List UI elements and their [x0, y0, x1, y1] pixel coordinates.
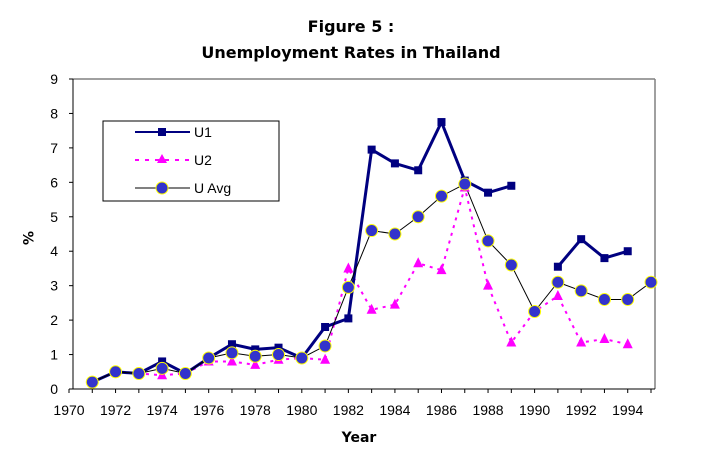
y-tick-label: 9: [50, 71, 58, 87]
x-tick-label: 1982: [333, 402, 364, 418]
u1-marker: [600, 254, 609, 263]
y-tick-label: 1: [50, 347, 58, 363]
u2-marker: [226, 355, 237, 366]
u2-marker: [389, 298, 400, 309]
u1-marker: [507, 181, 516, 190]
x-tick-label: 1986: [426, 402, 457, 418]
y-tick-label: 2: [50, 312, 58, 328]
u2-marker: [599, 333, 610, 344]
y-tick-label: 5: [50, 209, 58, 225]
u1-marker: [623, 247, 632, 256]
u2-marker: [320, 353, 331, 364]
u1-marker: [553, 262, 562, 271]
x-tick-label: 1990: [519, 402, 550, 418]
uavg-marker: [109, 365, 123, 379]
uavg-marker: [434, 189, 448, 203]
plot-series: [85, 118, 658, 389]
u2-marker: [576, 336, 587, 347]
uavg-marker: [202, 351, 216, 365]
u1-marker: [390, 159, 399, 168]
y-tick-label: 0: [50, 381, 58, 397]
legend-label: U2: [194, 152, 212, 168]
x-tick-label: 1972: [100, 402, 131, 418]
x-tick-label: 1994: [612, 402, 643, 418]
y-axis-title: %: [19, 231, 35, 245]
u2-marker: [622, 338, 633, 349]
x-tick-label: 1988: [472, 402, 503, 418]
x-tick-label: 1980: [286, 402, 317, 418]
u1-marker: [437, 118, 446, 127]
x-tick-label: 1970: [53, 402, 84, 418]
y-tick-label: 7: [50, 140, 58, 156]
x-tick-label: 1984: [379, 402, 410, 418]
uavg-marker: [365, 224, 379, 238]
uavg-marker: [272, 348, 286, 362]
legend-label: U1: [194, 124, 212, 140]
u2-marker: [250, 358, 261, 369]
legend: U1 U2 U Avg: [102, 120, 280, 202]
y-tick-label: 4: [50, 243, 58, 259]
u1-marker: [484, 188, 493, 197]
u1-marker: [251, 345, 260, 354]
uavg-marker: [248, 349, 262, 363]
u2-marker: [413, 257, 424, 268]
y-tick-label: 6: [50, 174, 58, 190]
uavg-marker: [644, 275, 658, 289]
u2-marker: [366, 303, 377, 314]
u2-marker: [436, 264, 447, 275]
x-axis-title: Year: [341, 430, 377, 446]
uavg-marker: [621, 292, 635, 306]
uavg-marker: [318, 339, 332, 353]
x-tick-label: 1992: [566, 402, 597, 418]
x-tick-label: 1974: [147, 402, 178, 418]
uavg-marker: [481, 234, 495, 248]
legend-label: U Avg: [194, 180, 231, 196]
uavg-marker: [85, 375, 99, 389]
uavg-marker: [411, 210, 425, 224]
y-axis: 0 1 2 3 4 5 6 7 8 9: [50, 71, 656, 397]
uavg-marker: [225, 346, 239, 360]
x-tick-label: 1976: [193, 402, 224, 418]
uavg-marker: [597, 292, 611, 306]
y-tick-label: 3: [50, 278, 58, 294]
x-tick-label: 1978: [240, 402, 271, 418]
u1-marker: [274, 343, 283, 352]
u1-marker: [414, 166, 423, 175]
uavg-marker: [132, 367, 146, 380]
u2-marker: [483, 279, 494, 290]
chart-title-line1: Figure 5 :: [307, 17, 395, 36]
u1-marker: [577, 235, 586, 244]
u2-marker: [343, 262, 354, 273]
x-axis: 1970 1972 1974 1976 1978 1980 1982 1984 1986 1988…: [53, 388, 655, 418]
uavg-marker: [155, 361, 169, 375]
uavg-marker: [388, 227, 402, 241]
u1-marker: [158, 357, 167, 366]
uavg-marker: [341, 280, 355, 294]
y-tick-label: 8: [50, 105, 58, 121]
uavg-marker: [504, 258, 518, 272]
uavg-marker: [574, 284, 588, 298]
uavg-marker: [178, 367, 192, 380]
u1-marker: [344, 314, 353, 323]
uavg-marker: [295, 351, 309, 365]
chart-title-line2: Unemployment Rates in Thailand: [201, 43, 501, 62]
uavg-marker: [551, 275, 565, 289]
uavg-marker: [458, 177, 472, 191]
u1-marker: [367, 145, 376, 154]
u1-marker: [321, 323, 330, 331]
u1-marker: [227, 340, 236, 349]
u2-marker: [506, 336, 517, 347]
u2-marker: [552, 290, 563, 300]
uavg-marker: [528, 305, 542, 318]
